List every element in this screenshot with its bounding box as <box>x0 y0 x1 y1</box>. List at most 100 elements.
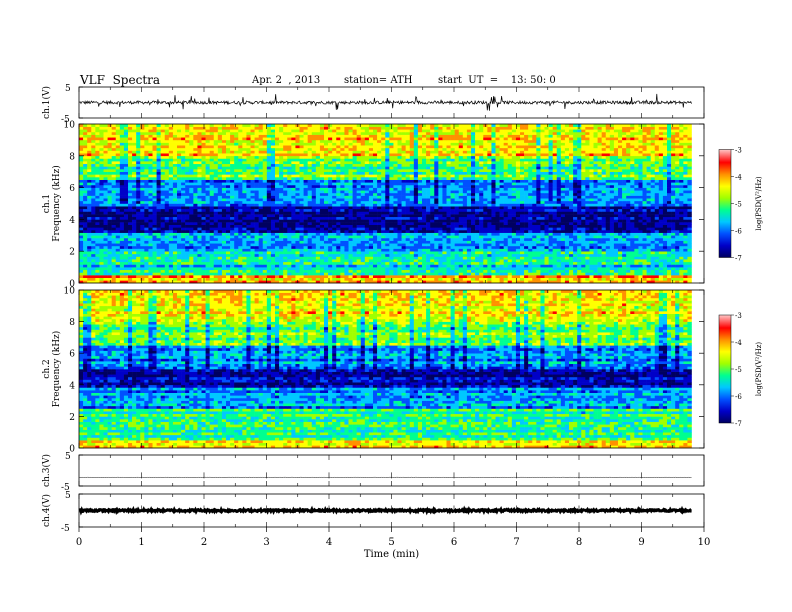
ch1-spectrogram-cell <box>202 249 206 252</box>
ch1-spectrogram-cell <box>328 272 332 275</box>
ch1-spectrogram-cell <box>304 211 308 214</box>
ch1-spectrogram-cell <box>87 219 91 222</box>
ch1-spectrogram-cell <box>226 272 230 275</box>
ch1-spectrogram-cell <box>320 201 324 204</box>
ch1-spectrogram-cell <box>402 217 406 220</box>
ch1-spectrogram-cell <box>393 267 397 270</box>
ch1-spectrogram-cell <box>438 233 442 236</box>
ch1-spectrogram-cell <box>246 235 250 238</box>
ch1-spectrogram-cell <box>136 259 140 262</box>
ch1-spectrogram-cell <box>263 259 267 262</box>
ch1-spectrogram-cell <box>667 249 671 252</box>
ch1-spectrogram-cell <box>594 222 598 225</box>
ch1-spectrogram-cell <box>475 243 479 246</box>
ch1-spectrogram-cell <box>475 264 479 267</box>
ch1-spectrogram-cell <box>279 233 283 236</box>
panel-ch1-spectrogram: 0246810ch.1 Frequency (kHz)-3-4-5-6-7log(… <box>42 121 763 290</box>
ch1-spectrogram-cell <box>116 209 120 212</box>
ch1-spectrogram-cell <box>140 198 144 201</box>
ch1-spectrogram-cell <box>594 201 598 204</box>
ch1-spectrogram-cell <box>651 241 655 244</box>
ch1-spectrogram-cell <box>153 246 157 249</box>
ch1-spectrogram-cell <box>234 230 238 233</box>
ch1-spectrogram-cell <box>610 267 614 270</box>
ch1-spectrogram-cell <box>655 219 659 222</box>
ch1-spectrogram-cell <box>402 209 406 212</box>
ch1-spectrogram-cell <box>438 217 442 220</box>
ch1-spectrogram-cell <box>451 222 455 225</box>
ch1-spectrogram-cell <box>148 270 152 273</box>
ch1-spectrogram-cell <box>679 243 683 246</box>
ch1-spectrogram-cell <box>475 262 479 265</box>
ch1-spectrogram-cell <box>687 275 691 278</box>
ch1-spectrogram-cell <box>287 201 291 204</box>
ch1-spectrogram-cell <box>398 196 402 199</box>
ch1-spectrogram-cell <box>569 227 573 230</box>
ch1-spectrogram-cell <box>634 238 638 241</box>
ch1-spectrogram-cell <box>283 225 287 228</box>
ch1-spectrogram-cell <box>206 264 210 267</box>
ch1-spectrogram-cell <box>508 267 512 270</box>
ch1-spectrogram-cell <box>238 211 242 214</box>
ch1-spectrogram-cell <box>99 254 103 257</box>
ch1-spectrogram-cell <box>643 206 647 209</box>
ch1-spectrogram-cell <box>667 262 671 265</box>
ch1-spectrogram-cell <box>647 238 651 241</box>
ch1-spectrogram-cell <box>410 214 414 217</box>
ch1-spectrogram-cell <box>79 278 83 281</box>
ch1-spectrogram-cell <box>655 196 659 199</box>
ch1-spectrogram-cell <box>410 211 414 214</box>
ch1-spectrogram-cell <box>234 227 238 230</box>
ch1-spectrogram-cell <box>365 238 369 241</box>
ch1-spectrogram-cell <box>385 201 389 204</box>
ch1-spectrogram-cell <box>561 251 565 254</box>
ch1-spectrogram-cell <box>471 238 475 241</box>
ch1-spectrogram-cell <box>679 214 683 217</box>
ch1-spectrogram-cell <box>169 257 173 260</box>
ch1-spectrogram-cell <box>267 201 271 204</box>
ch1-spectrogram-cell <box>553 219 557 222</box>
ch1-spectrogram-cell <box>230 206 234 209</box>
ch1-spectrogram-cell <box>140 251 144 254</box>
ch1-spectrogram-cell <box>263 219 267 222</box>
ch1-spectrogram-cell <box>251 217 255 220</box>
ch1-spectrogram-cell <box>516 201 520 204</box>
ch1-spectrogram-cell <box>320 270 324 273</box>
ch1-spectrogram-cell <box>304 275 308 278</box>
ch1-spectrogram-cell <box>83 201 87 204</box>
ch1-spectrogram-cell <box>234 222 238 225</box>
ch1-spectrogram-cell <box>430 204 434 207</box>
ch1-spectrogram-cell <box>442 243 446 246</box>
ch1-spectrogram-cell <box>614 225 618 228</box>
ch1-spectrogram-cell <box>144 278 148 281</box>
ch1-spectrogram-cell <box>643 196 647 199</box>
ch1-spectrogram-cell <box>414 219 418 222</box>
ch1-spectrogram-cell <box>422 233 426 236</box>
ch1-spectrogram-cell <box>230 275 234 278</box>
ch1-spectrogram-cell <box>328 201 332 204</box>
ch1-spectrogram-cell <box>173 230 177 233</box>
ch1-spectrogram-cell <box>271 254 275 257</box>
ch1-spectrogram-cell <box>496 254 500 257</box>
ch1-spectrogram-cell <box>108 238 112 241</box>
ch1-spectrogram-cell <box>157 201 161 204</box>
ch1-spectrogram-cell <box>434 219 438 222</box>
ch1-spectrogram-cell <box>463 272 467 275</box>
ch1-spectrogram-cell <box>430 230 434 233</box>
ch1-spectrogram-cell <box>385 214 389 217</box>
ch1-spectrogram-cell <box>206 217 210 220</box>
ch1-spectrogram-cell <box>255 251 259 254</box>
ch1-spectrogram-cell <box>275 262 279 265</box>
ch1-spectrogram-cell <box>496 227 500 230</box>
ch1-spectrogram-cell <box>622 259 626 262</box>
ch1-spectrogram-cell <box>173 225 177 228</box>
ch1-spectrogram-cell <box>422 275 426 278</box>
ch1-spectrogram-cell <box>553 246 557 249</box>
ch1-spectrogram-cell <box>304 235 308 238</box>
ch1-spectrogram-cell <box>308 233 312 236</box>
ch1-spectrogram-cell <box>300 264 304 267</box>
ch1-spectrogram-cell <box>651 262 655 265</box>
ch1-spectrogram-cell <box>140 246 144 249</box>
ch1-spectrogram-cell <box>157 246 161 249</box>
ch1-spectrogram-cell <box>655 264 659 267</box>
